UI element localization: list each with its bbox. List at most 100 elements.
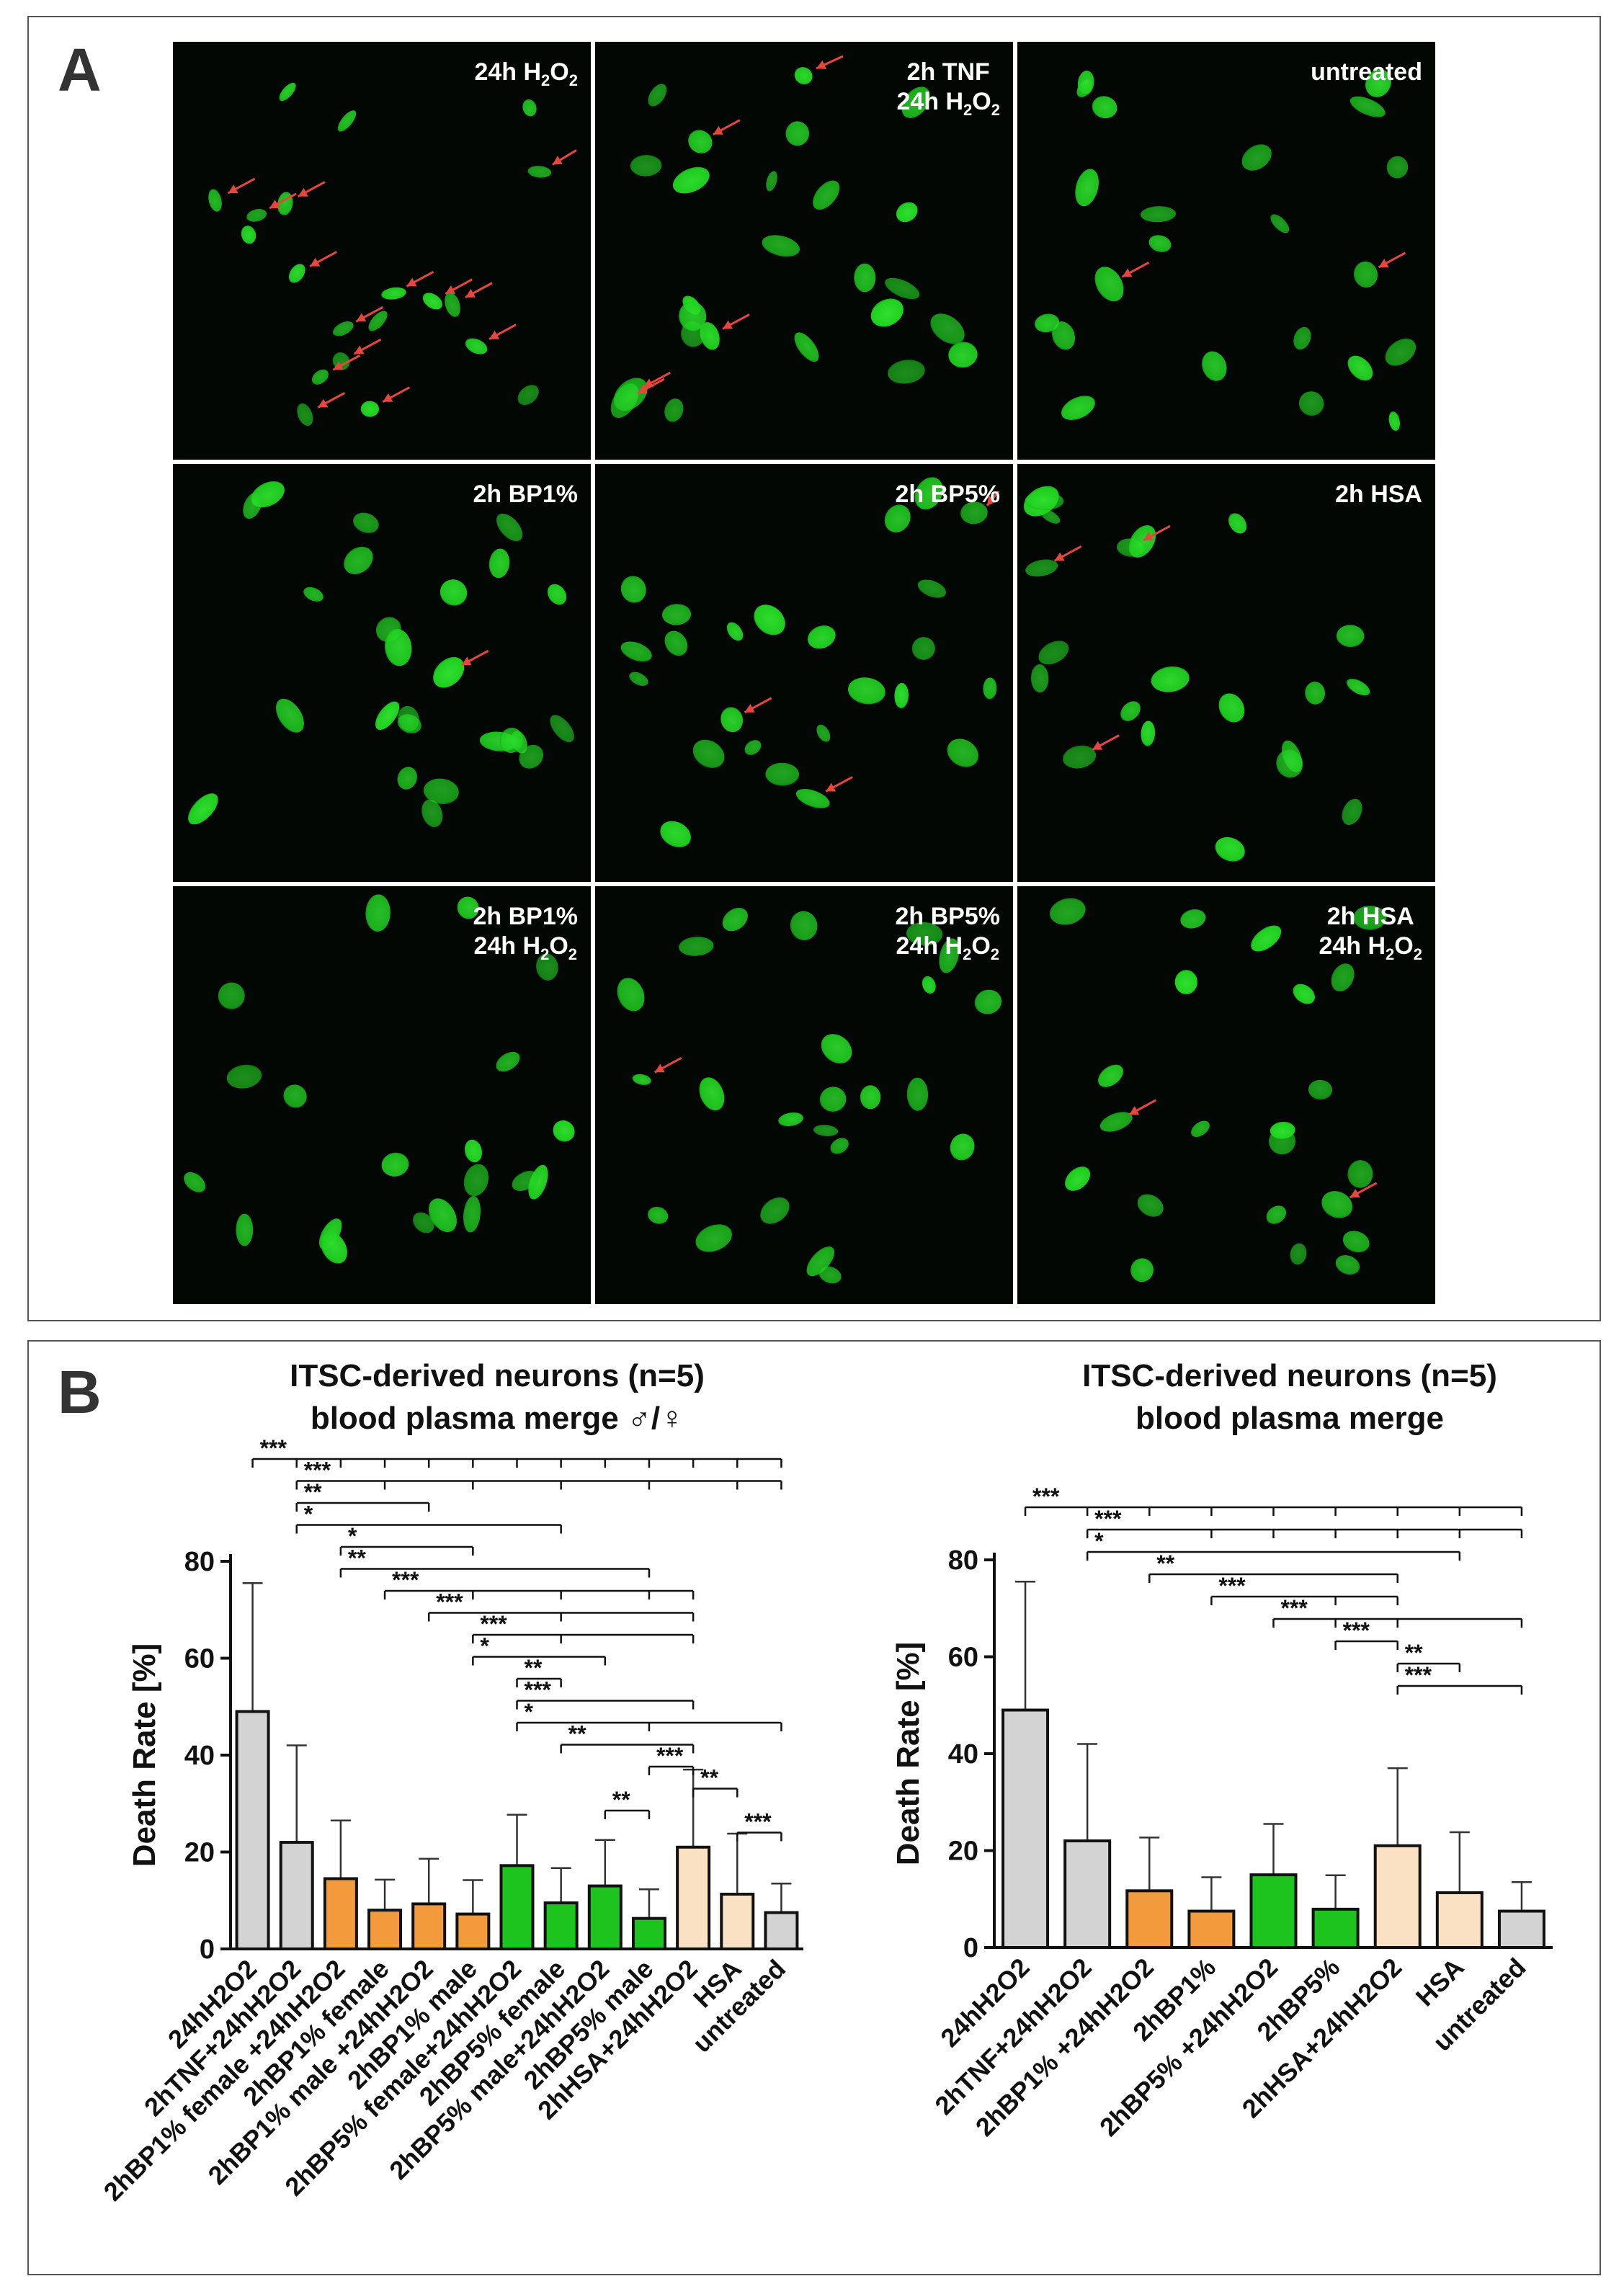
cell-nucleus: [1094, 267, 1124, 302]
cell-nucleus: [854, 263, 876, 293]
significance-stars: ***: [525, 1677, 552, 1703]
bar: [1001, 1708, 1050, 1950]
bar: [1187, 1909, 1236, 1949]
cell-nucleus: [647, 1207, 669, 1224]
red-arrow-icon: [406, 270, 434, 287]
cell-nucleus: [830, 1138, 849, 1154]
cell-nucleus: [1215, 836, 1245, 862]
y-tick-label: 40: [948, 1739, 978, 1770]
bar: [367, 1909, 403, 1950]
cell-nucleus: [1346, 679, 1370, 696]
cell-nucleus: [496, 513, 523, 542]
significance-stars: ***: [1094, 1506, 1122, 1532]
red-arrow-icon: [269, 192, 297, 210]
y-axis-label: Death Rate [%]: [127, 1643, 162, 1868]
cell-nucleus: [660, 821, 691, 847]
cell-nucleus: [948, 342, 978, 368]
cell-nucleus: [888, 360, 925, 384]
cell-nucleus: [1298, 391, 1324, 416]
chart-left-title: ITSC-derived neurons (n=5) blood plasma …: [238, 1355, 757, 1440]
cell-nucleus: [1030, 664, 1049, 693]
micrograph-label: 2h TNF 24h H2O2: [896, 58, 1000, 119]
bar: [676, 1845, 711, 1950]
cell-nucleus: [813, 180, 840, 210]
cell-nucleus: [1349, 96, 1386, 117]
cell-nucleus: [1365, 69, 1391, 97]
cell-nucleus: [236, 1213, 254, 1246]
y-tick-label: 80: [184, 1547, 215, 1577]
cell-nucleus: [1305, 682, 1326, 705]
micrograph-image: [1023, 486, 1370, 862]
cell-nucleus: [813, 1125, 839, 1136]
red-arrow-icon: [713, 119, 741, 135]
cell-nucleus: [806, 1246, 835, 1277]
cell-nucleus: [246, 209, 267, 222]
cell-nucleus: [1342, 798, 1362, 825]
cell-nucleus: [860, 1085, 881, 1110]
cell-nucleus: [365, 894, 391, 932]
cell-nucleus: [950, 1133, 975, 1161]
micrograph-image: [1035, 69, 1416, 431]
cell-nucleus: [884, 504, 911, 532]
y-tick-label: 60: [184, 1644, 215, 1674]
cell-nucleus: [375, 701, 400, 731]
chart-left-title-line-1: ITSC-derived neurons (n=5): [290, 1358, 705, 1393]
cell-nucleus: [499, 727, 523, 754]
red-arrow-icon: [1121, 261, 1150, 278]
micrograph-tile: 2h TNF 24h H2O2: [595, 42, 1013, 460]
cell-nucleus: [1099, 1112, 1133, 1132]
cell-nucleus: [1347, 355, 1373, 381]
cell-nucleus: [1251, 925, 1282, 952]
cell-nucleus: [463, 1195, 481, 1233]
cell-nucleus: [818, 1266, 842, 1284]
micrograph-label: 2h BP1% 24h H2O2: [473, 903, 579, 963]
micrograph-label: 2h BP5% 24h H2O2: [895, 903, 1001, 963]
cell-nucleus: [664, 630, 688, 656]
cell-nucleus: [226, 1064, 262, 1089]
cell-nucleus: [794, 67, 813, 84]
cell-nucleus: [1025, 491, 1064, 510]
cell-nucleus: [679, 301, 707, 331]
cell-nucleus: [428, 1198, 457, 1233]
significance-stars: *: [304, 1502, 313, 1527]
red-arrow-icon: [744, 697, 772, 714]
significance-stars: **: [568, 1721, 586, 1747]
cell-nucleus: [664, 398, 684, 422]
micrograph-label: 2h HSA 24h H2O2: [1319, 903, 1422, 963]
cell-nucleus: [353, 512, 379, 533]
cell-nucleus: [1270, 1121, 1295, 1139]
cell-nucleus: [1190, 1120, 1210, 1138]
cell-nucleus: [720, 707, 744, 733]
bar: [1249, 1873, 1298, 1949]
cell-nucleus: [795, 789, 830, 808]
cell-nucleus: [1335, 1255, 1360, 1275]
cell-nucleus: [699, 1077, 725, 1111]
cell-nucleus: [930, 313, 965, 344]
cell-nucleus: [679, 937, 714, 956]
significance-stars: ***: [392, 1567, 419, 1593]
microscopy-grid: 24h H2O2 2h TNF 24h H2O2 untreated 2h BP1% 2h…: [173, 42, 1435, 1304]
bar: [587, 1884, 623, 1950]
cell-nucleus: [1228, 513, 1247, 534]
cell-nucleus: [947, 739, 978, 767]
cell-nucleus: [700, 322, 720, 350]
red-arrow-icon: [722, 313, 750, 330]
cell-nucleus: [1130, 1258, 1154, 1282]
significance-stars: **: [612, 1787, 630, 1813]
significance-stars: **: [1405, 1640, 1423, 1666]
cell-nucleus: [807, 625, 836, 649]
cell-nucleus: [1065, 1166, 1091, 1191]
bar: [764, 1911, 799, 1950]
panel-b-frame: [27, 1340, 1601, 2275]
cell-nucleus: [692, 739, 725, 768]
cell-nucleus: [778, 1112, 803, 1127]
cell-nucleus: [423, 778, 459, 805]
cell-nucleus: [726, 622, 744, 641]
cell-nucleus: [243, 492, 262, 519]
cell-nucleus: [1353, 261, 1378, 288]
cell-nucleus: [433, 656, 465, 688]
cell-nucleus: [275, 698, 304, 733]
cell-nucleus: [885, 277, 920, 300]
cell-nucleus: [422, 293, 442, 310]
